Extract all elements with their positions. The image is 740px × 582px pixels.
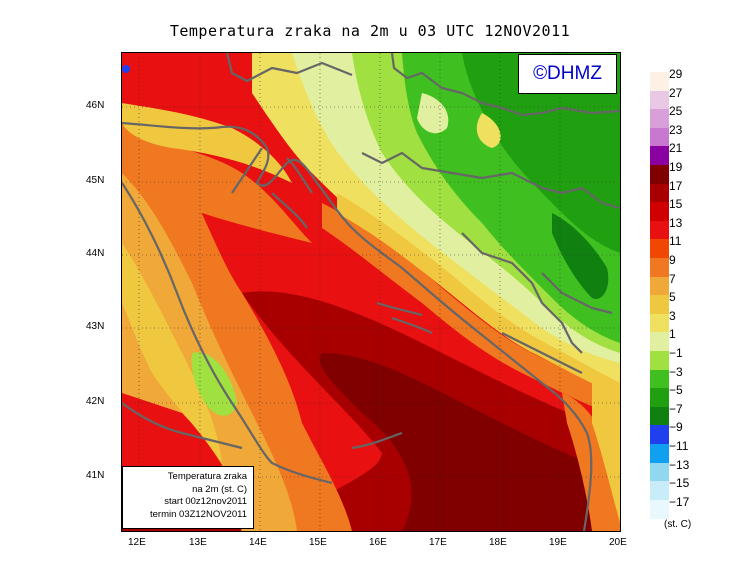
legend-swatch (650, 369, 669, 389)
legend-units: (st. C) (664, 519, 692, 530)
lon-label: 13E (189, 537, 207, 548)
legend-label: 7 (669, 271, 676, 286)
legend-swatch (650, 388, 669, 408)
legend-swatch (650, 239, 669, 259)
info-line-2: na 2m (st. C) (192, 483, 247, 495)
legend-swatch (650, 462, 669, 482)
legend-label: 11 (669, 234, 682, 249)
legend-label: 19 (669, 160, 683, 174)
legend-label: 9 (669, 253, 676, 267)
legend-label: −1 (669, 346, 683, 360)
lat-label: 46N (86, 100, 105, 111)
dhmz-logo: ©DHMZ (518, 54, 617, 94)
legend-swatch (650, 332, 669, 352)
info-line-1: Temperatura zraka (167, 471, 247, 482)
info-box: Temperatura zraka na 2m (st. C) start 00… (122, 466, 254, 529)
temperature-map (121, 52, 621, 532)
legend-swatch (650, 258, 669, 278)
legend-swatch (650, 276, 669, 296)
legend-swatch (650, 202, 669, 222)
legend-label: −17 (669, 494, 690, 509)
legend-label: 1 (669, 327, 676, 342)
legend-swatch (650, 90, 669, 110)
legend-label: 29 (669, 67, 683, 81)
info-line-4: termin 03Z12NOV2011 (150, 508, 247, 520)
lon-label: 20E (609, 537, 627, 548)
legend-swatch (650, 165, 669, 185)
info-line-3: start 00z12nov2011 (164, 496, 247, 507)
temperature-field (122, 53, 620, 531)
legend-swatch (650, 351, 669, 371)
legend-swatch (650, 406, 669, 426)
legend-label: −9 (669, 420, 683, 435)
legend-label: 27 (669, 85, 683, 100)
lat-label: 41N (86, 470, 105, 481)
lon-label: 14E (249, 537, 267, 548)
legend-label: 5 (669, 290, 676, 305)
legend-swatch (650, 295, 669, 315)
legend-label: −3 (669, 364, 683, 379)
lat-label: 44N (86, 248, 105, 259)
legend-swatch (650, 313, 669, 333)
legend-swatch (650, 127, 669, 147)
legend-swatch (650, 183, 669, 203)
legend-swatch (650, 220, 669, 240)
lat-label: 45N (86, 175, 105, 186)
lon-label: 18E (489, 537, 507, 548)
legend-label: 15 (669, 197, 683, 212)
legend-label: −7 (669, 401, 683, 416)
legend-swatch (650, 481, 669, 501)
legend-label: 23 (669, 122, 683, 137)
lon-label: 17E (429, 537, 447, 548)
lat-label: 43N (86, 321, 105, 332)
legend-swatch (650, 444, 669, 464)
legend-label: 21 (669, 141, 683, 156)
legend-swatch (650, 109, 669, 129)
lat-label: 42N (86, 396, 105, 407)
legend-label: 3 (669, 308, 676, 323)
legend-label: −15 (669, 476, 690, 491)
legend-swatch (650, 499, 669, 519)
lon-label: 15E (309, 537, 327, 548)
legend-swatch (650, 425, 669, 445)
legend-swatch (650, 146, 669, 166)
lon-label: 16E (369, 537, 387, 548)
legend-swatch (650, 72, 669, 92)
lon-label: 12E (128, 537, 146, 548)
legend-label: −11 (669, 439, 689, 453)
legend-label: 25 (669, 104, 683, 119)
legend-label: 13 (669, 215, 683, 230)
lon-label: 19E (549, 537, 567, 548)
legend-label: −5 (669, 383, 683, 398)
legend-label: −13 (669, 457, 690, 472)
legend-label: 17 (669, 178, 683, 193)
map-title: Temperatura zraka na 2m u 03 UTC 12NOV20… (169, 22, 571, 40)
